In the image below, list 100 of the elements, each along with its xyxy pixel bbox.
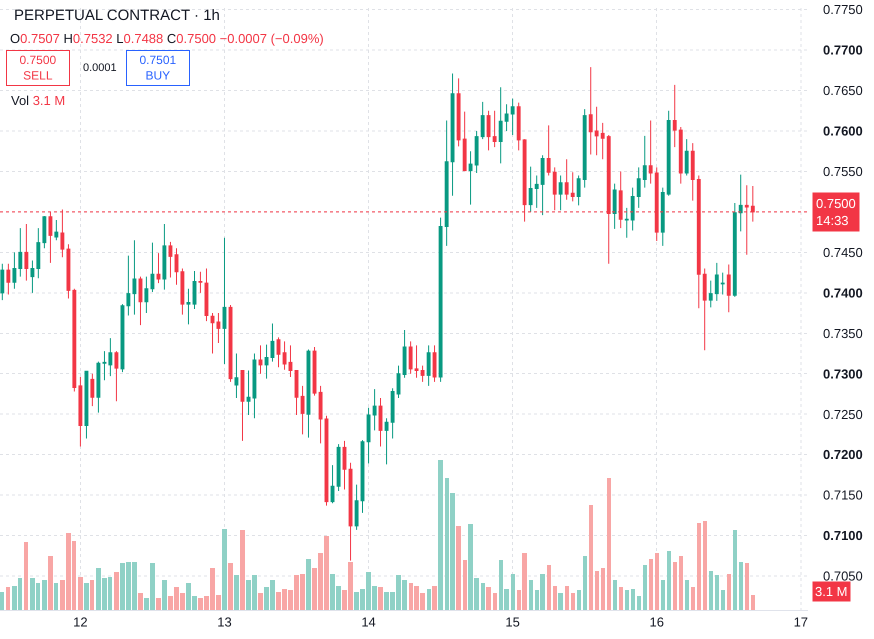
candlestick <box>198 271 202 294</box>
bar <box>571 593 575 610</box>
candlestick <box>234 353 238 399</box>
candlestick <box>228 304 232 382</box>
ref-line-label: 0.7500 14:33 <box>816 196 856 228</box>
candlestick <box>288 344 292 378</box>
y-tick-label: 0.7650 <box>823 83 863 98</box>
bar <box>234 575 239 610</box>
candlestick <box>12 252 16 290</box>
candlestick <box>372 388 377 431</box>
candlestick <box>510 98 515 136</box>
bar <box>721 590 725 610</box>
candlestick <box>426 344 431 386</box>
y-tick-label: 0.7550 <box>823 164 863 179</box>
candlestick <box>630 187 635 232</box>
bar <box>493 593 497 610</box>
bar <box>751 595 755 610</box>
candlestick <box>366 407 370 464</box>
bar <box>739 562 743 610</box>
bar <box>306 559 311 610</box>
candlestick <box>258 344 262 374</box>
candlestick <box>174 248 178 286</box>
bar <box>240 530 245 610</box>
bar <box>649 559 653 610</box>
candlestick <box>138 276 142 326</box>
candlestick <box>78 376 82 448</box>
candlestick <box>330 464 334 504</box>
candlestick <box>72 288 76 392</box>
candlestick <box>720 272 725 295</box>
candlestick <box>90 373 94 407</box>
candlestick <box>438 217 443 382</box>
candlestick <box>312 346 316 396</box>
candlestick <box>402 330 407 378</box>
candlestick <box>186 288 190 325</box>
bar <box>156 598 161 610</box>
candlestick <box>318 385 323 444</box>
x-tick-label: 15 <box>505 614 520 630</box>
bar <box>90 580 94 610</box>
candlestick <box>732 202 737 298</box>
bar <box>42 580 47 610</box>
candlestick <box>672 84 677 148</box>
bar <box>703 521 707 610</box>
bar <box>378 587 383 610</box>
annotation: 0.7500 SELL <box>19 53 57 83</box>
bar <box>481 583 485 610</box>
bar <box>463 560 467 610</box>
annotation: 0.0001 <box>83 62 117 74</box>
candlestick <box>126 255 130 316</box>
bar <box>565 586 569 610</box>
candlestick <box>600 122 605 160</box>
bar <box>84 583 89 610</box>
candlestick <box>240 370 244 442</box>
bar <box>619 587 623 610</box>
candlestick <box>624 207 629 238</box>
candlestick <box>336 444 341 492</box>
bar <box>745 563 749 610</box>
bar <box>258 593 263 610</box>
candlestick <box>420 365 425 382</box>
candlestick <box>282 340 287 370</box>
candlestick <box>384 418 389 465</box>
candlestick <box>678 126 683 184</box>
candlestick <box>594 106 599 156</box>
candlestick <box>150 242 154 293</box>
bar <box>631 589 635 610</box>
candlestick <box>102 350 106 381</box>
x-tick-label: 14 <box>361 614 376 630</box>
bar <box>583 556 587 610</box>
candlestick <box>156 252 160 284</box>
candlestick <box>222 237 226 365</box>
candlestick <box>738 174 743 232</box>
bar <box>715 575 719 610</box>
candlestick <box>180 268 184 316</box>
candlestick <box>690 142 695 202</box>
bar <box>24 542 28 610</box>
candlestick <box>354 484 359 530</box>
bar <box>601 568 605 610</box>
bar <box>733 530 737 610</box>
bar <box>228 563 233 610</box>
candlestick <box>612 183 617 230</box>
bar <box>0 592 4 610</box>
candlestick <box>342 440 346 490</box>
y-tick-label: 0.7400 <box>823 285 863 300</box>
candlestick <box>450 73 454 196</box>
bar <box>486 587 491 610</box>
candlestick <box>66 244 70 299</box>
candlestick <box>582 108 587 188</box>
candlestick <box>480 101 485 140</box>
candlestick <box>324 415 328 506</box>
bar <box>553 586 557 610</box>
y-tick-label: 0.7750 <box>823 2 863 18</box>
candlestick <box>0 263 4 301</box>
candlestick <box>462 111 467 172</box>
candlestick <box>120 304 124 373</box>
y-tick-label: 0.7700 <box>823 42 863 58</box>
y-tick-label: 0.7600 <box>823 124 863 139</box>
candlestick <box>456 78 461 147</box>
candlestick <box>216 312 220 344</box>
bar <box>529 580 533 610</box>
candlestick <box>708 280 713 308</box>
bar <box>613 580 617 610</box>
